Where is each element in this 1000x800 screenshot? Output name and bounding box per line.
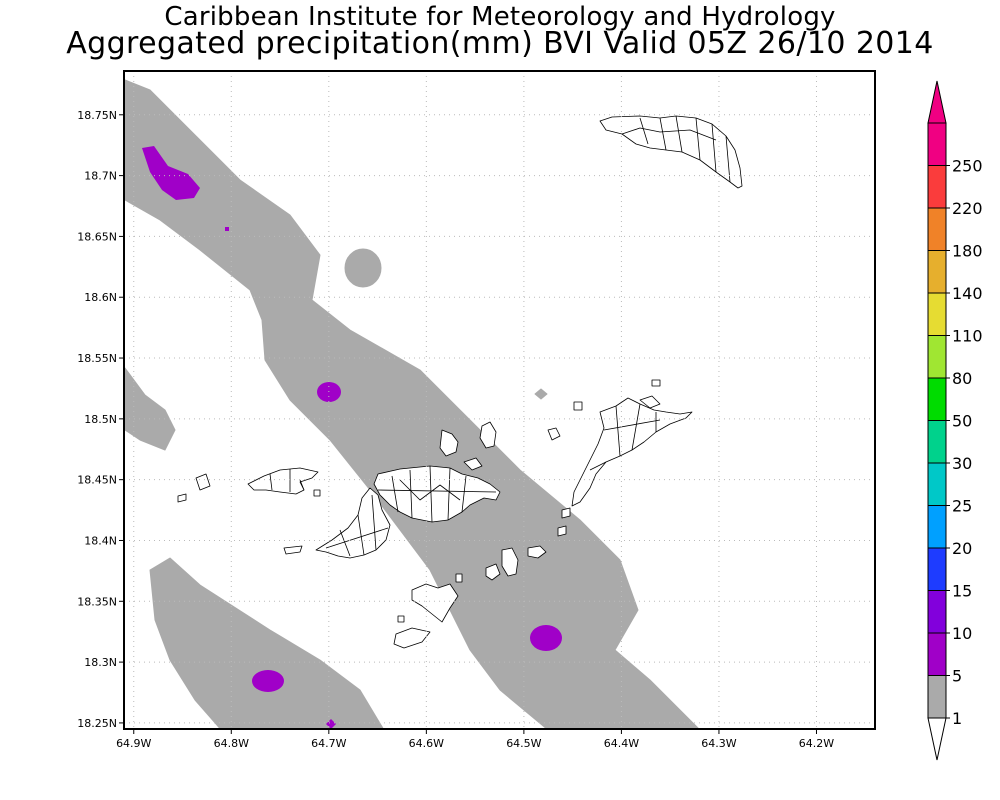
lon-tick-label: 64.9W	[116, 737, 151, 750]
colorbar-swatch	[927, 505, 947, 549]
map-axes: 64.9W 64.8W 64.7W 64.6W 64.5W 64.4W 64.3W 64.2W…	[77, 109, 834, 750]
colorbar-swatch	[927, 675, 947, 719]
colorbar-label: 20	[952, 539, 972, 558]
colorbar-label: 10	[952, 624, 972, 643]
colorbar-label: 1	[952, 709, 962, 728]
anegada-island	[599, 115, 743, 189]
colorbar-swatch	[927, 590, 947, 634]
colorbar-label: 250	[952, 157, 983, 176]
colorbar-label: 30	[952, 454, 972, 473]
colorbar-label: 80	[952, 369, 972, 388]
colorbar-label: 180	[952, 242, 983, 261]
lon-tick-label: 64.3W	[701, 737, 736, 750]
colorbar-swatch	[927, 207, 947, 251]
colorbar-swatch	[927, 335, 947, 379]
lat-tick-label: 18.4N	[84, 534, 117, 547]
lat-tick-label: 18.7N	[84, 170, 117, 183]
lat-tick-label: 18.45N	[77, 474, 117, 487]
lat-tick-label: 18.6N	[84, 291, 117, 304]
small-cays	[177, 379, 661, 623]
lat-tick-label: 18.55N	[77, 352, 117, 365]
colorbar-swatch	[927, 292, 947, 336]
colorbar-label: 15	[952, 582, 972, 601]
rain-band-1-5mm	[124, 79, 700, 729]
lat-tick-label: 18.5N	[84, 413, 117, 426]
colorbar-label: 50	[952, 412, 972, 431]
lon-tick-label: 64.6W	[409, 737, 444, 750]
colorbar-swatch	[927, 165, 947, 209]
colorbar-swatch	[927, 462, 947, 506]
colorbar-swatch	[927, 420, 947, 464]
jost-van-dyke-island	[439, 421, 497, 457]
lon-tick-label: 64.4W	[604, 737, 639, 750]
colorbar-swatch	[927, 377, 947, 421]
virgin-gorda-island	[571, 397, 693, 507]
map-frame	[123, 70, 876, 730]
colorbar-swatch	[927, 122, 947, 166]
lat-tick-label: 18.75N	[77, 109, 117, 122]
colorbar-label: 140	[952, 284, 983, 303]
colorbar-swatch	[927, 632, 947, 676]
colorbar-label: 220	[952, 199, 983, 218]
peter-norman-islands	[393, 583, 459, 649]
lat-tick-label: 18.3N	[84, 656, 117, 669]
colorbar-top-arrow	[927, 80, 947, 124]
colorbar-swatch	[927, 547, 947, 591]
lat-tick-label: 18.65N	[77, 230, 117, 243]
map-title-product: Aggregated precipitation(mm) BVI Valid 0…	[66, 26, 934, 61]
lon-tick-label: 64.7W	[311, 737, 346, 750]
tortola-island	[373, 465, 501, 523]
map-gridlines	[124, 71, 875, 729]
colorbar-label: 5	[952, 667, 962, 686]
lon-tick-label: 64.8W	[214, 737, 249, 750]
colorbar-label: 110	[952, 327, 983, 346]
colorbar-swatch	[927, 250, 947, 294]
map-title-institute: Caribbean Institute for Meteorology and …	[164, 2, 836, 32]
colorbar-label: 25	[952, 497, 972, 516]
lon-tick-label: 64.5W	[506, 737, 541, 750]
st-thomas-island	[247, 467, 319, 495]
st-john-island	[315, 487, 391, 559]
lat-tick-label: 18.25N	[77, 717, 117, 730]
island-outlines	[177, 115, 743, 649]
lat-tick-label: 18.35N	[77, 595, 117, 608]
colorbar-bottom-arrow	[927, 717, 947, 761]
lon-tick-label: 64.2W	[799, 737, 834, 750]
